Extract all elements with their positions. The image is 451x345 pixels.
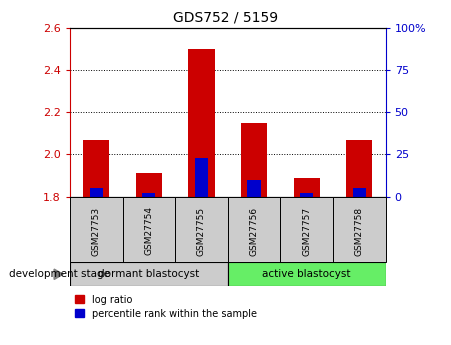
Bar	[123, 197, 175, 262]
Text: GSM27756: GSM27756	[249, 206, 258, 256]
Bar	[228, 262, 386, 286]
Text: development stage: development stage	[9, 269, 110, 279]
Text: GSM27757: GSM27757	[302, 206, 311, 256]
Bar	[90, 188, 103, 197]
Text: active blastocyst: active blastocyst	[262, 269, 351, 279]
Text: dormant blastocyst: dormant blastocyst	[98, 269, 199, 279]
Polygon shape	[54, 269, 63, 279]
Bar	[70, 197, 123, 262]
Bar	[281, 197, 333, 262]
Bar	[228, 197, 281, 262]
Bar	[333, 197, 386, 262]
Bar	[241, 123, 267, 197]
Text: GDS752 / 5159: GDS752 / 5159	[173, 10, 278, 24]
Bar	[300, 193, 313, 197]
Bar	[175, 197, 228, 262]
Bar	[136, 174, 162, 197]
Bar	[83, 140, 110, 197]
Bar	[294, 178, 320, 197]
Bar	[248, 180, 261, 197]
Legend: log ratio, percentile rank within the sample: log ratio, percentile rank within the sa…	[75, 295, 257, 318]
Text: GSM27754: GSM27754	[144, 206, 153, 256]
Text: GSM27755: GSM27755	[197, 206, 206, 256]
Bar	[189, 49, 215, 197]
Bar	[142, 193, 156, 197]
Bar	[353, 188, 366, 197]
Bar	[70, 262, 228, 286]
Bar	[346, 140, 373, 197]
Text: GSM27758: GSM27758	[355, 206, 364, 256]
Text: GSM27753: GSM27753	[92, 206, 101, 256]
Bar	[195, 158, 208, 197]
